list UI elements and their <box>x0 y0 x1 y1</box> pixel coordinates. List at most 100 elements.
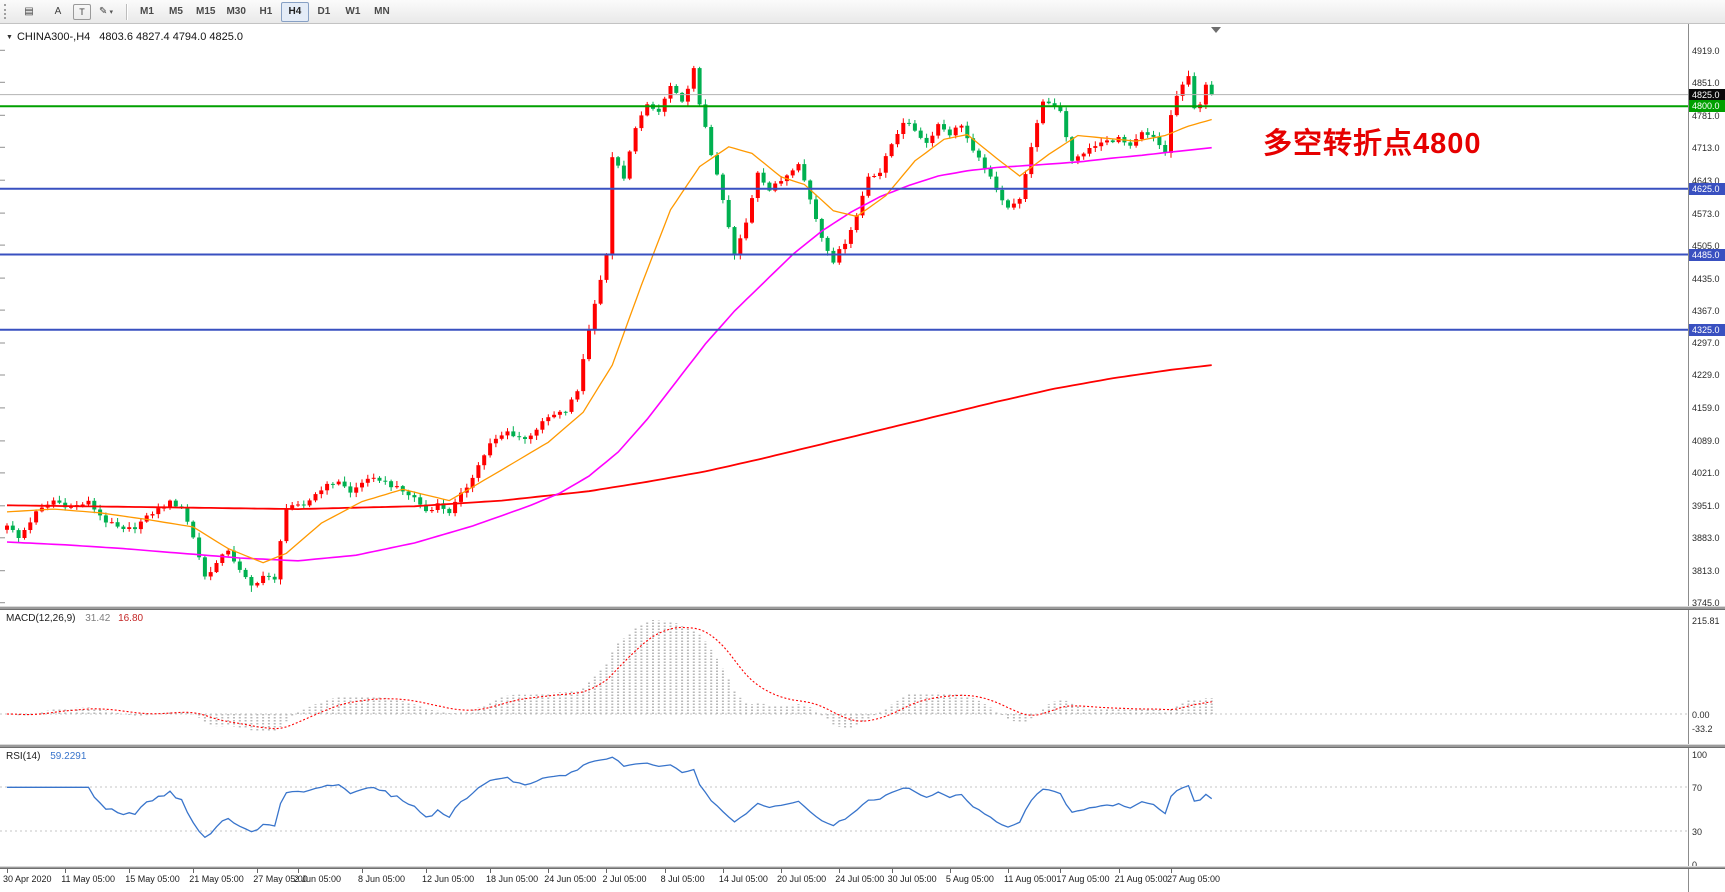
candle-body <box>336 481 341 485</box>
time-axis[interactable]: 30 Apr 2020 11 May 05:00 15 May 05:00 21 Ma… <box>0 869 1688 892</box>
price-axis-tick: 4435.0 <box>1692 273 1720 284</box>
price-axis-tick: 4297.0 <box>1692 338 1720 349</box>
candle-body <box>261 575 266 583</box>
candle-body <box>202 557 207 577</box>
candle-body <box>86 500 91 505</box>
candle-body <box>528 435 533 440</box>
pane-separator-time[interactable] <box>0 866 1725 869</box>
macd-signal-line <box>6 626 1212 730</box>
timeframe-button-m30[interactable]: M30 <box>226 6 246 17</box>
candle-body <box>907 122 912 124</box>
rsi-name: RSI(14) <box>6 751 41 762</box>
candle-body <box>237 561 242 570</box>
chart-title: ▼ CHINA300-,H4 4803.6 4827.4 4794.0 4825… <box>6 31 243 43</box>
candle-body <box>1134 139 1139 146</box>
candle-body <box>377 477 382 481</box>
candle-body <box>330 483 335 485</box>
candle-body <box>1163 145 1168 153</box>
candle-body <box>953 127 958 136</box>
time-axis-tick <box>891 869 893 873</box>
candle-body <box>616 157 621 166</box>
candle-body <box>470 477 475 488</box>
time-axis-label: 17 Aug 05:00 <box>1056 874 1110 884</box>
timeframe-button-m15[interactable]: M15 <box>196 6 216 17</box>
time-axis-label: 27 May 05:00 <box>253 874 308 884</box>
candle-body <box>383 480 388 482</box>
candle-body <box>63 502 68 508</box>
time-axis-label: 24 Jul 05:00 <box>835 874 885 884</box>
candle-body <box>290 505 295 509</box>
pane-separator-rsi[interactable] <box>0 744 1725 748</box>
candle-body <box>761 172 766 183</box>
candle-body <box>371 477 376 479</box>
chart-shift-marker-icon <box>1211 27 1221 33</box>
candle-body <box>57 500 62 503</box>
candle-body <box>441 503 446 509</box>
candle-body <box>883 156 888 173</box>
candle-body <box>866 176 871 196</box>
candle-body <box>348 486 353 493</box>
timeframe-button-d1[interactable]: D1 <box>317 6 331 17</box>
candle-body <box>1011 203 1016 208</box>
price-axis-tick: 4781.0 <box>1692 110 1720 121</box>
price-axis-tick: 4505.0 <box>1692 240 1720 251</box>
candle-body <box>726 200 731 228</box>
candle-body <box>1006 200 1010 208</box>
price-axis-tick: 4713.0 <box>1692 142 1720 153</box>
candle-body <box>872 176 877 177</box>
candle-body <box>755 172 760 198</box>
candle-body <box>976 150 981 158</box>
candle-body <box>127 527 132 529</box>
candle-body <box>16 530 21 538</box>
candle-body <box>266 575 271 577</box>
time-axis-tick <box>781 869 783 873</box>
price-axis[interactable]: 4919.0 4851.0 4781.0 4713.0 4643.0 4573.0 4505… <box>1688 24 1725 892</box>
tool-charts-grid-button[interactable]: ▤ <box>24 6 34 17</box>
timeframe-button-mn[interactable]: MN <box>374 6 390 17</box>
tool-draw-tool-button[interactable]: ✎ ▾ <box>99 6 113 17</box>
symbol-dropdown-icon[interactable]: ▼ <box>6 33 13 41</box>
candle-body <box>325 483 330 491</box>
candle-body <box>197 537 202 558</box>
candle-body <box>668 86 673 99</box>
pane-separator-macd[interactable] <box>0 606 1725 610</box>
price-axis-tick: 3951.0 <box>1692 501 1720 512</box>
ma-fast-orange-line <box>6 118 1212 564</box>
candle-body <box>691 68 696 89</box>
timeframe-button-m1[interactable]: M1 <box>140 6 154 17</box>
candle-body <box>662 98 667 112</box>
candle-body <box>412 495 417 498</box>
price-badge-4825.0: 4825.0 <box>1689 88 1725 101</box>
time-axis-tick <box>1118 869 1120 873</box>
time-axis-label: 20 Jul 05:00 <box>777 874 827 884</box>
candle-body <box>598 279 603 304</box>
candle-body <box>552 414 557 418</box>
candle-body <box>406 491 411 496</box>
candle-body <box>1128 142 1133 146</box>
toolbar-grip[interactable] <box>4 4 10 19</box>
time-axis-tick <box>1008 869 1010 873</box>
time-axis-label: 18 Jun 05:00 <box>486 874 539 884</box>
candle-body <box>354 487 359 493</box>
candle-body <box>982 157 987 169</box>
price-badge-4800.0: 4800.0 <box>1689 100 1725 113</box>
candle-body <box>109 522 114 524</box>
candle-body <box>1017 199 1022 204</box>
price-axis-tick: 4643.0 <box>1692 175 1720 186</box>
timeframe-button-m5[interactable]: M5 <box>169 6 183 17</box>
tool-cursor-a-button[interactable]: A <box>54 6 62 17</box>
timeframe-button-w1[interactable]: W1 <box>345 6 361 17</box>
timeframe-button-h1[interactable]: H1 <box>259 6 273 17</box>
candle-body <box>779 181 784 184</box>
tool-text-tool-button[interactable]: T <box>73 3 91 20</box>
candle-body <box>5 525 9 530</box>
candle-body <box>523 437 527 439</box>
candle-body <box>424 504 428 512</box>
timeframe-button-h4[interactable]: H4 <box>280 1 309 22</box>
candle-body <box>936 124 941 136</box>
candle-body <box>1081 153 1086 157</box>
price-axis-tick: 4159.0 <box>1692 403 1720 414</box>
candle-body <box>837 249 842 263</box>
candle-body <box>249 577 254 586</box>
